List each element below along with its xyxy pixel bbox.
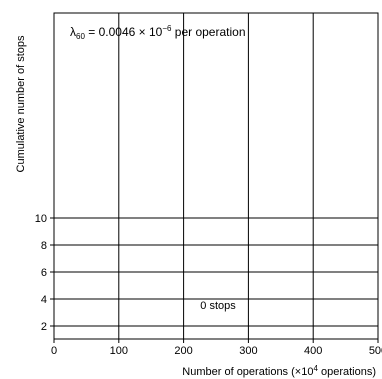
y-axis-label: Cumulative number of stops bbox=[15, 35, 27, 172]
y-tick-label-10: 10 bbox=[35, 213, 47, 225]
y-tick-label-4: 4 bbox=[41, 294, 47, 306]
x-tick-label-0: 0 bbox=[51, 345, 57, 357]
series-label-0-stops: 0 stops bbox=[200, 300, 236, 312]
tick-labels: 0 100 200 300 400 500 2 4 6 8 10 bbox=[35, 213, 382, 357]
y-tick-label-6: 6 bbox=[41, 267, 47, 279]
annotation-text: λ60 = 0.0046 × 10−6 per operation bbox=[70, 24, 246, 41]
x-tick-label-300: 300 bbox=[239, 345, 257, 357]
x-tick-label-500: 500 bbox=[369, 345, 382, 357]
y-tick-label-8: 8 bbox=[41, 240, 47, 252]
x-axis-label: Number of operations (×104 operations) bbox=[182, 364, 376, 378]
x-tick-label-100: 100 bbox=[110, 345, 128, 357]
x-tick-label-400: 400 bbox=[304, 345, 322, 357]
grid-lines bbox=[54, 13, 378, 339]
plot-frame bbox=[53, 12, 379, 340]
y-tick-label-2: 2 bbox=[41, 321, 47, 333]
plot-border bbox=[53, 12, 379, 340]
x-tick-label-200: 200 bbox=[174, 345, 192, 357]
